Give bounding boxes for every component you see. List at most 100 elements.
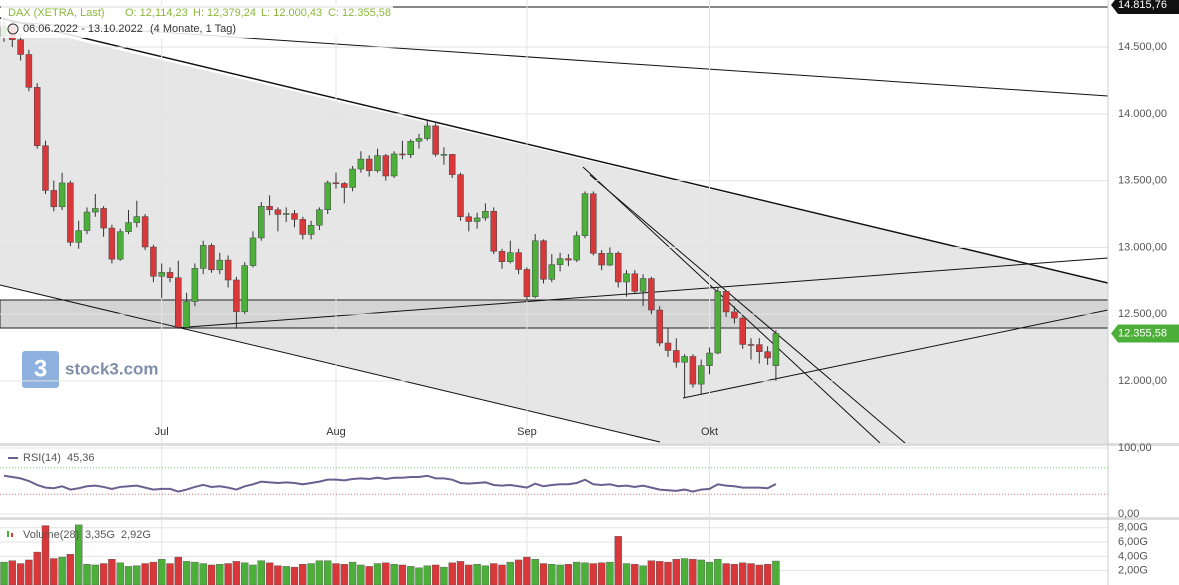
volume-bar	[149, 561, 158, 585]
candle-body	[25, 54, 33, 88]
volume-bar	[290, 566, 299, 585]
legend-value: 45,36	[67, 452, 95, 464]
volume-bar	[722, 563, 730, 585]
candle-body	[307, 225, 315, 235]
volume-bar	[656, 561, 664, 585]
date-range: 06.06.2022 - 13.10.2022	[23, 23, 143, 35]
candle-body	[166, 272, 174, 278]
candle-body	[282, 213, 290, 215]
candle-body	[50, 190, 58, 208]
candle-body	[390, 153, 398, 177]
candle-body	[324, 182, 331, 211]
volume-bar	[166, 563, 174, 585]
volume-bar	[714, 559, 722, 585]
y-tick-label: 0,00	[1118, 508, 1139, 520]
candle-body	[540, 240, 547, 280]
volume-bar	[456, 561, 465, 585]
volume-bar	[556, 564, 564, 585]
period: (4 Monate, 1 Tag)	[150, 23, 236, 35]
candle-body	[382, 155, 390, 177]
candle-body	[58, 182, 66, 208]
volume-bar	[141, 563, 149, 585]
pane-divider	[0, 517, 1179, 520]
candle-body	[374, 155, 381, 172]
candle-body	[606, 252, 614, 266]
volume-bar	[431, 564, 440, 585]
watermark: 3 stock3.com	[22, 351, 159, 388]
price-marker	[1111, 0, 1179, 14]
candle-body	[697, 365, 705, 385]
trend-line	[0, 284, 661, 443]
candle-body	[224, 259, 232, 281]
trend-line	[589, 174, 906, 443]
candle-body	[33, 87, 41, 146]
volume-bar	[739, 562, 747, 585]
candle-body	[158, 272, 165, 277]
volume-bar	[0, 561, 8, 585]
volume-bar	[232, 561, 241, 585]
volume-bar	[324, 560, 332, 585]
candle-body	[639, 278, 647, 292]
volume-bar	[581, 562, 589, 585]
candle-body	[249, 237, 257, 266]
volume-bar	[755, 564, 763, 585]
volume-bar	[423, 565, 431, 585]
candle-body	[581, 193, 589, 236]
price-marker-label: 12.355,58	[1118, 327, 1167, 339]
volume-bar	[91, 564, 100, 585]
volume-bar	[25, 559, 33, 585]
volume-bar	[240, 562, 249, 585]
volume-bar	[647, 560, 656, 585]
volume-bar	[763, 564, 772, 585]
candle-body	[199, 245, 207, 269]
candle-body	[664, 342, 672, 351]
candle-body	[457, 174, 464, 217]
candle-body	[17, 39, 24, 55]
volume-bar	[274, 565, 282, 585]
candle-body	[507, 252, 514, 262]
candle-body	[125, 222, 132, 232]
candle-body	[681, 356, 688, 363]
volume-bar	[332, 563, 340, 585]
candle-body	[341, 183, 348, 188]
volume-bar	[407, 566, 415, 585]
volume-bar	[315, 560, 324, 585]
volume-bar	[631, 564, 639, 585]
candle-body	[482, 210, 489, 219]
volume-bar	[265, 562, 274, 585]
rsi-legend: RSI(14) 45,36	[8, 452, 95, 464]
candle-body	[556, 258, 564, 265]
volume-bar	[473, 564, 481, 585]
volume-bar	[680, 558, 689, 585]
y-tick-label: 12.000,00	[1118, 375, 1167, 387]
volume-bar	[564, 564, 573, 585]
volume-bar	[33, 551, 41, 585]
volume-bar	[398, 564, 407, 585]
volume-bar	[348, 561, 357, 585]
volume-bar	[199, 563, 207, 585]
volume-bar	[705, 561, 714, 585]
volume-bar	[116, 562, 124, 585]
volume-bar	[182, 561, 191, 585]
volume-bar	[357, 564, 365, 585]
volume-bar	[589, 563, 597, 585]
candle-body	[424, 125, 431, 139]
volume-bar	[531, 559, 539, 585]
candle-body	[108, 227, 116, 260]
watermark-text: stock3.com	[65, 359, 159, 378]
candle-body	[332, 182, 340, 185]
volume-bar	[50, 558, 58, 585]
candle-body	[756, 344, 763, 352]
candle-body	[531, 240, 539, 297]
candle-body	[83, 211, 91, 231]
volume-bar	[672, 559, 680, 585]
x-tick-label: Sep	[517, 426, 537, 438]
x-tick-label: Jul	[155, 426, 169, 438]
volume-bar	[58, 556, 66, 585]
price-marker	[1111, 324, 1179, 343]
candle-body	[432, 125, 439, 155]
volume-bar	[597, 562, 606, 585]
logo-mark: 3	[34, 355, 47, 382]
candle-body	[722, 291, 730, 313]
